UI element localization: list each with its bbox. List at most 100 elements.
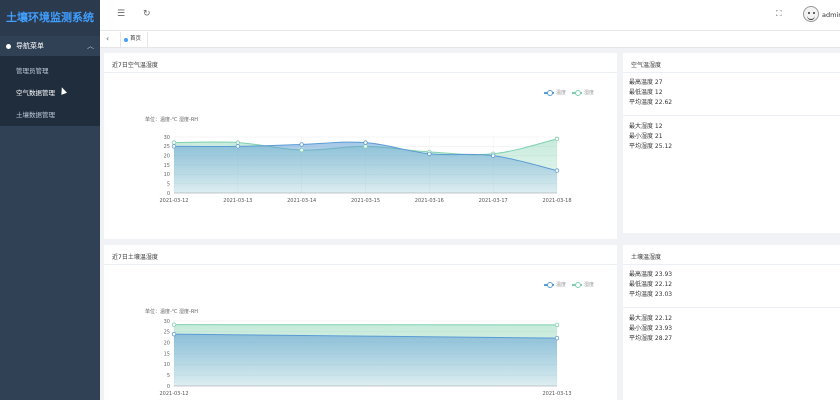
divider <box>104 72 617 73</box>
air-stats-card: 空气温湿度 最高温度 27 最低温度 12 平均温度 22.62 最大湿度 12… <box>623 53 840 233</box>
x-tick-label: 2021-03-15 <box>351 198 380 204</box>
air-temperature-point <box>363 140 368 145</box>
soil-stats-card: 土壤温湿度 最高温度 23.93 最低温度 22.12 平均温度 23.03 最… <box>623 245 840 400</box>
stat-min-temp: 最低温度 12 <box>629 89 663 96</box>
tab-bar: ‹ 首页 <box>100 31 840 48</box>
x-tick-label: 2021-03-13 <box>542 391 571 397</box>
legend-temperature[interactable]: 温度 <box>544 281 566 288</box>
air-humidity-point <box>171 140 177 145</box>
legend-humidity[interactable]: 湿度 <box>572 281 594 288</box>
y-tick-label: 15 <box>164 163 170 169</box>
sidebar-item-admin-management[interactable]: 管理员管理 <box>16 67 49 75</box>
soil-temperature-point <box>554 335 560 341</box>
tab-home[interactable]: 首页 <box>120 32 149 47</box>
air-unit-label: 单位：温度-℃ 湿度-RH <box>145 117 199 123</box>
y-tick-label: 30 <box>164 135 170 141</box>
air-humidity-point <box>363 144 368 149</box>
y-tick-label: 25 <box>164 144 170 150</box>
stat-max-humidity: 最大湿度 22.12 <box>629 315 673 322</box>
submenu: 管理员管理 空气数据管理 土壤数据管理 <box>0 56 100 126</box>
stat-avg-humidity: 平均湿度 28.27 <box>629 335 673 342</box>
soil-chart-legend[interactable]: 温度 湿度 <box>544 281 594 288</box>
y-tick-label: 25 <box>164 330 170 336</box>
x-tick-label: 2021-03-18 <box>542 198 571 204</box>
divider <box>623 307 840 308</box>
air-temperature-point <box>554 168 560 173</box>
fullscreen-icon[interactable]: ⛶ <box>776 9 782 18</box>
stat-max-humidity: 最大湿度 12 <box>629 123 663 130</box>
x-tick-label: 2021-03-16 <box>415 198 444 204</box>
divider <box>623 72 840 73</box>
topbar: ☰ ↻ ⛶ admin <box>100 0 840 31</box>
nav-menu-title: 导航菜单 <box>16 42 44 50</box>
soil-temperature-point <box>171 331 177 337</box>
soil-temp-stats: 最高温度 23.93 最低温度 22.12 平均温度 23.03 <box>629 270 672 300</box>
soil-temperature-line <box>173 333 558 339</box>
stat-min-temp: 最低温度 22.12 <box>629 281 673 288</box>
soil-chart-card: 近7日土壤温湿度 温度 湿度 单位：温度-℃ 湿度-RH 0 5 10 15 20 25 3… <box>104 245 617 400</box>
divider <box>104 264 617 265</box>
air-chart-legend[interactable]: 温度 湿度 <box>544 89 594 96</box>
legend-humidity[interactable]: 湿度 <box>572 89 594 96</box>
stat-avg-temp: 平均温度 23.03 <box>629 291 673 298</box>
air-stats-title: 空气温湿度 <box>631 62 662 69</box>
x-tick-label: 2021-03-12 <box>159 391 188 397</box>
y-tick-label: 20 <box>164 153 170 159</box>
soil-humid-stats: 最大湿度 22.12 最小湿度 23.93 平均湿度 28.27 <box>629 314 672 344</box>
air-temperature-point <box>171 144 177 149</box>
y-tick-label: 5 <box>167 373 170 379</box>
air-temperature-point <box>490 153 496 158</box>
x-tick-label: 2021-03-13 <box>223 198 252 204</box>
air-humid-stats: 最大湿度 12 最小湿度 21 平均湿度 25.12 <box>629 122 672 152</box>
x-tick-label: 2021-03-14 <box>287 198 316 204</box>
soil-unit-label: 单位：温度-℃ 湿度-RH <box>145 309 199 315</box>
soil-humidity-point <box>171 322 177 327</box>
soil-humidity-point <box>554 322 560 328</box>
stat-avg-humidity: 平均湿度 25.12 <box>629 143 673 150</box>
air-temperature-point <box>427 151 432 156</box>
stat-max-temp: 最高温度 27 <box>629 79 663 86</box>
air-temperature-area <box>174 142 557 193</box>
air-temperature-point <box>299 142 304 147</box>
air-humidity-point <box>299 147 304 153</box>
menu-fold-icon[interactable]: ☰ <box>117 9 126 19</box>
stat-min-humidity: 最小湿度 23.93 <box>629 325 673 332</box>
sidebar-item-label: 空气数据管理 <box>16 89 55 97</box>
user-name[interactable]: admin <box>822 11 840 19</box>
avatar[interactable] <box>803 6 819 22</box>
legend-temperature[interactable]: 温度 <box>544 89 566 96</box>
y-tick-label: 5 <box>167 181 170 187</box>
soil-chart-title: 近7日土壤温湿度 <box>112 254 158 261</box>
air-chart-title: 近7日空气温湿度 <box>112 62 158 69</box>
air-temperature-point <box>235 144 241 149</box>
y-tick-label: 10 <box>164 172 170 178</box>
nav-menu-header[interactable]: 导航菜单 ︿ <box>0 36 100 56</box>
divider <box>623 264 840 265</box>
refresh-icon[interactable]: ↻ <box>143 9 151 19</box>
soil-temperature-area <box>174 334 557 386</box>
soil-chart-plot: 0 5 10 15 20 25 30 2021-03-12 2021-03-13 <box>159 319 571 397</box>
air-humidity-point <box>554 136 560 142</box>
divider <box>623 115 840 116</box>
air-chart-card: 近7日空气温湿度 温度 湿度 单位：温度-℃ 湿度-RH 0 5 10 15 20 25 3… <box>104 53 617 239</box>
air-humidity-point <box>235 140 241 145</box>
y-tick-label: 10 <box>164 362 170 368</box>
y-tick-label: 20 <box>164 340 170 346</box>
y-tick-label: 15 <box>164 351 170 357</box>
menu-dot-icon <box>6 43 11 49</box>
app-title: 土壤环境监测系统 <box>0 0 100 36</box>
chevron-up-icon[interactable]: ︿ <box>87 42 94 50</box>
mouse-cursor-icon <box>58 86 68 95</box>
x-tick-label: 2021-03-12 <box>159 198 188 204</box>
sidebar-item-air-data-management[interactable]: 空气数据管理 <box>0 82 100 104</box>
sidebar: 土壤环境监测系统 导航菜单 ︿ 管理员管理 空气数据管理 土壤数据管理 <box>0 0 100 400</box>
chevron-left-icon[interactable]: ‹ <box>106 34 110 43</box>
y-tick-label: 0 <box>167 384 170 390</box>
y-tick-label: 0 <box>167 191 170 197</box>
y-tick-label: 30 <box>164 319 170 325</box>
soil-stats-title: 土壤温湿度 <box>631 254 662 261</box>
air-chart-plot: 0 5 10 15 20 25 30 2021-03-12 2021-03-13 2021-03-… <box>159 135 571 204</box>
stat-min-humidity: 最小湿度 21 <box>629 133 663 140</box>
air-temp-stats: 最高温度 27 最低温度 12 平均温度 22.62 <box>629 78 672 108</box>
sidebar-item-soil-data-management[interactable]: 土壤数据管理 <box>16 111 55 119</box>
